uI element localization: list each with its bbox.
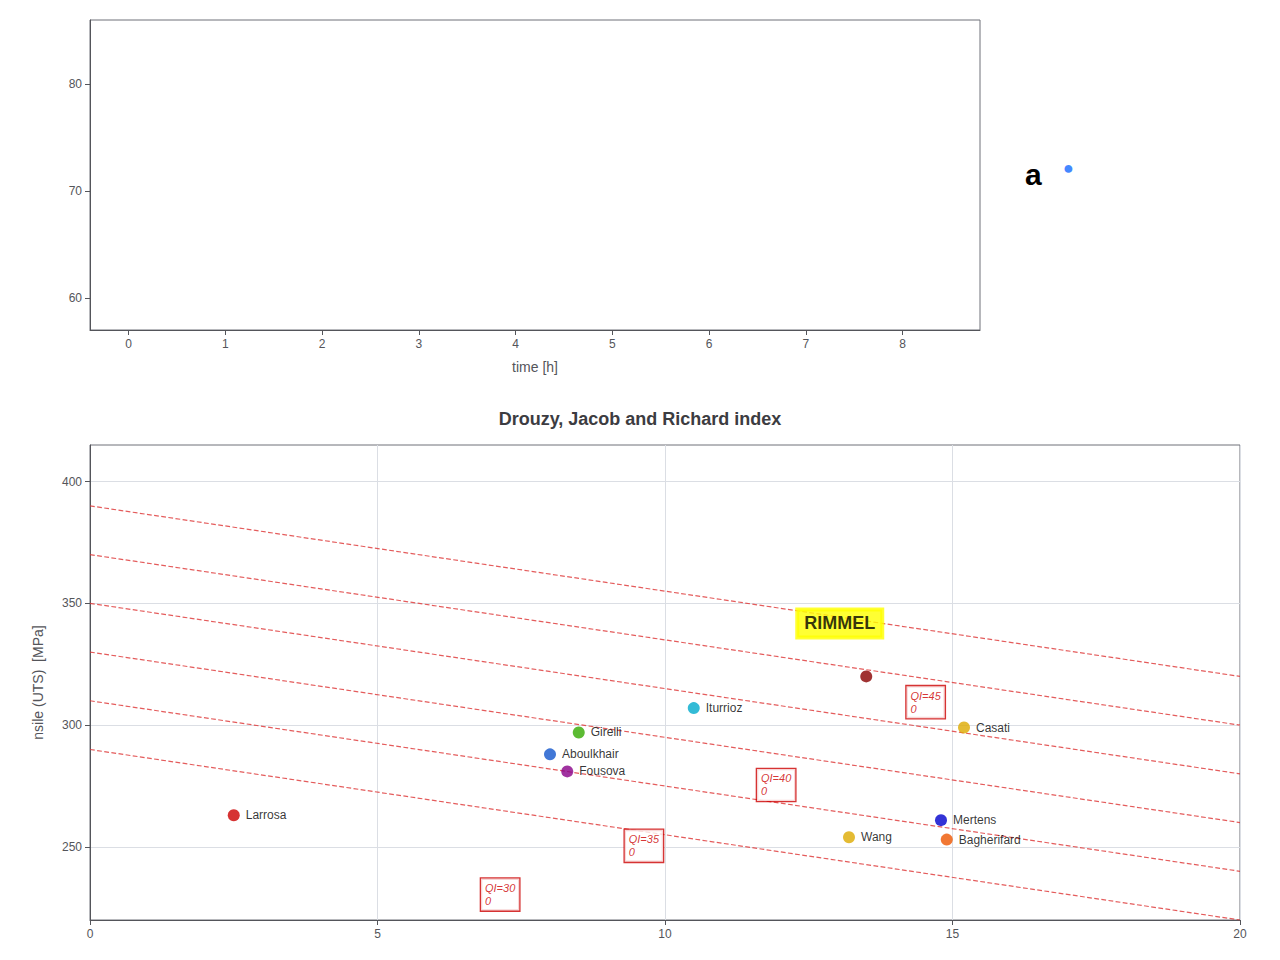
svg-text:0: 0 [87, 927, 94, 941]
svg-text:Wang: Wang [861, 830, 892, 844]
svg-text:QI=40: QI=40 [761, 772, 792, 784]
svg-text:Drouzy, Jacob and Richard inde: Drouzy, Jacob and Richard index [499, 409, 782, 429]
svg-text:5: 5 [374, 927, 381, 941]
svg-text:time [h]: time [h] [512, 359, 558, 375]
svg-text:Casati: Casati [976, 721, 1010, 735]
svg-text:80: 80 [69, 77, 83, 91]
svg-text:Mertens: Mertens [953, 813, 996, 827]
svg-text:a: a [1025, 158, 1042, 191]
svg-text:RIMMEL: RIMMEL [804, 613, 875, 633]
svg-text:Iturrioz: Iturrioz [706, 701, 743, 715]
svg-text:QI=35: QI=35 [629, 833, 660, 845]
svg-text:70: 70 [69, 184, 83, 198]
svg-text:nsile (UTS) [MPa]: nsile (UTS) [MPa] [30, 625, 46, 739]
svg-text:10: 10 [658, 927, 672, 941]
svg-text:0: 0 [629, 846, 636, 858]
svg-text:QI=45: QI=45 [911, 690, 942, 702]
svg-text:Bagherifard: Bagherifard [959, 833, 1021, 847]
svg-text:350: 350 [62, 596, 82, 610]
svg-text:4: 4 [512, 337, 519, 351]
svg-text:20: 20 [1233, 927, 1247, 941]
svg-text:400: 400 [62, 475, 82, 489]
svg-text:15: 15 [946, 927, 960, 941]
svg-text:2: 2 [319, 337, 326, 351]
svg-text:Girelli: Girelli [591, 725, 622, 739]
svg-text:0: 0 [485, 895, 492, 907]
svg-text:0: 0 [125, 337, 132, 351]
svg-text:7: 7 [803, 337, 810, 351]
svg-text:QI=30: QI=30 [485, 882, 516, 894]
svg-text:6: 6 [706, 337, 713, 351]
svg-text:Larrosa: Larrosa [246, 808, 287, 822]
svg-text:0: 0 [911, 703, 918, 715]
svg-text:5: 5 [609, 337, 616, 351]
svg-text:Aboulkhair: Aboulkhair [562, 747, 619, 761]
svg-text:3: 3 [416, 337, 423, 351]
svg-text:300: 300 [62, 718, 82, 732]
svg-text:250: 250 [62, 840, 82, 854]
svg-text:●: ● [1063, 158, 1074, 178]
svg-text:8: 8 [899, 337, 906, 351]
svg-text:60: 60 [69, 291, 83, 305]
svg-text:Fousova: Fousova [579, 764, 625, 778]
svg-text:0: 0 [761, 785, 768, 797]
svg-text:1: 1 [222, 337, 229, 351]
